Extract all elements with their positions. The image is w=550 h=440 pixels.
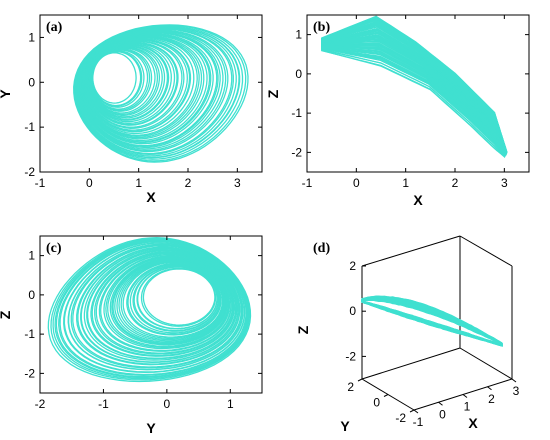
panel-a-trajectory-loop: [92, 52, 137, 104]
panel-c-ytick-label: -2: [24, 366, 35, 380]
panel-d-box-edge: [459, 235, 513, 267]
panel-a-xtick-label: 1: [135, 176, 142, 190]
panel-a-ytick-label: 1: [28, 30, 35, 44]
panel-a-trajectory-loop: [85, 41, 179, 126]
panel-c-trajectory-loop: [103, 255, 231, 350]
panel-d-zlabel: Z: [295, 325, 311, 334]
panel-d-ytick-label: 0: [373, 396, 380, 410]
panel-a-xlabel: X: [146, 189, 156, 205]
panel-b-trajectory-loop: [321, 47, 506, 158]
panel-a-ytick-label: 0: [28, 75, 35, 89]
panel-d-trajectory: [361, 295, 503, 347]
panel-c-ylabel: Z: [0, 310, 13, 319]
panel-b-trajectory: [321, 15, 508, 159]
panel-a-label: (a): [46, 20, 63, 35]
panel-d-ytick-mark: [383, 394, 389, 397]
panel-d-box-edge: [459, 347, 513, 380]
panel-c-label: (c): [46, 241, 62, 256]
panel-c-trajectory-loop: [98, 253, 232, 352]
panel-a-xtick-label: 3: [234, 176, 241, 190]
panel-b-ytick-label: -2: [291, 145, 302, 159]
panel-b-xtick-label: 1: [402, 176, 409, 190]
panel-a-xtick-label: 0: [86, 176, 93, 190]
panel-d-xtick-mark: [487, 386, 492, 391]
panel-d-xtick-mark: [413, 409, 419, 414]
panel-c-trajectory-loop: [67, 243, 244, 371]
panel-c-xtick-label: 1: [227, 397, 234, 411]
panel-b-ytick-label: 0: [295, 67, 302, 81]
panel-c-trajectory-loop: [140, 267, 217, 327]
panel-d: -1 0 1 2 3 -2 0 2 -2 0 2 (d) X Y Z: [295, 235, 520, 434]
panel-d-box-edge: [361, 347, 461, 380]
panel-b-ticks: -1 0 1 2 3 -2 -1 0 1: [291, 15, 529, 190]
panel-d-xtick-mark: [438, 401, 443, 406]
panel-c-trajectory-loop: [76, 246, 241, 366]
panel-d-ztick-label: 0: [349, 304, 356, 318]
panel-c-ytick-label: 0: [28, 288, 35, 302]
panel-c-xtick-label: -1: [98, 397, 109, 411]
panel-c-ytick-label: 1: [28, 249, 35, 263]
panel-a-trajectory: [73, 24, 249, 163]
panel-b-ytick-label: 1: [295, 28, 302, 42]
panel-c-xtick-label: -2: [35, 397, 46, 411]
panel-d-ytick-mark: [357, 378, 363, 382]
panel-d-ztick-label: -2: [345, 349, 356, 363]
panel-c-ticks: -2 -1 0 1 -2 -1 0 1: [24, 236, 262, 411]
panel-c-trajectory-loop: [63, 242, 246, 374]
panel-a-ticks: -1 0 1 2 3-2-101: [24, 15, 262, 190]
panel-c: -2 -1 0 1 -2 -1 0 1 (c) Y Z: [0, 235, 263, 436]
panel-d-xtick-label: 0: [439, 407, 446, 421]
panel-a-trajectory-loop: [79, 32, 214, 145]
panel-c-xlabel: Y: [146, 420, 156, 436]
panel-c-trajectory-loop: [90, 251, 236, 357]
panel-a-ytick-label: -2: [24, 165, 35, 179]
panel-b: -1 0 1 2 3 -2 -1 0 1 (b) X Z: [265, 14, 530, 208]
panel-b-ytick-label: -1: [291, 106, 302, 120]
panel-d-xtick-label: 2: [488, 392, 495, 406]
panel-d-xtick-mark: [462, 394, 468, 398]
panel-c-ytick-label: -1: [24, 327, 35, 341]
panel-d-xlabel: X: [468, 415, 478, 431]
panel-d-ytick-mark: [409, 409, 415, 413]
panel-d-trajectory-loop: [361, 299, 503, 346]
panel-d-xtick-label: -1: [413, 415, 424, 429]
panel-d-ytick-label: -2: [395, 411, 406, 425]
panel-c-trajectory-loop: [136, 266, 218, 330]
panel-d-xtick-mark: [511, 378, 517, 383]
panel-d-label: (d): [313, 241, 330, 256]
panel-a-ytick-label: -1: [24, 120, 35, 134]
panel-c-trajectory-loop: [47, 237, 252, 383]
panel-b-xtick-label: 3: [501, 176, 508, 190]
panel-a-trajectory-loop: [76, 29, 229, 153]
panel-d-xtick-label: 1: [464, 400, 471, 414]
panel-c-trajectory-loop: [132, 264, 220, 332]
panel-d-ylabel: Y: [340, 418, 350, 434]
panel-a-trajectory-loop: [73, 24, 249, 163]
panel-d-ytick-label: 2: [347, 380, 354, 394]
panel-a-ylabel: Y: [0, 89, 13, 99]
panel-b-xtick-label: 0: [353, 176, 360, 190]
panel-d-ticks: -1 0 1 2 3 -2 0 2 -2 0 2: [345, 259, 519, 429]
panel-c-xtick-label: 0: [164, 397, 171, 411]
panel-b-label: (b): [313, 20, 330, 35]
panel-c-trajectory: [47, 237, 252, 383]
panel-b-xtick-label: -1: [302, 176, 313, 190]
panel-a-trajectory-loop: [84, 40, 185, 129]
panel-a-xtick-label: -1: [35, 176, 46, 190]
panel-b-xlabel: X: [413, 192, 423, 208]
panel-c-trajectory-loop: [83, 248, 238, 361]
panel-b-xtick-label: 2: [452, 176, 459, 190]
panel-c-trajectory-loop: [80, 247, 239, 363]
panel-d-ztick-label: 2: [349, 259, 356, 273]
panel-a-xtick-label: 2: [185, 176, 192, 190]
panel-c-trajectory-loop: [50, 237, 251, 381]
panel-d-xtick-label: 3: [513, 384, 520, 398]
panel-b-ylabel: Z: [265, 89, 281, 98]
panel-c-trajectory-loop: [126, 262, 222, 336]
panel-d-box-edge: [361, 235, 461, 267]
